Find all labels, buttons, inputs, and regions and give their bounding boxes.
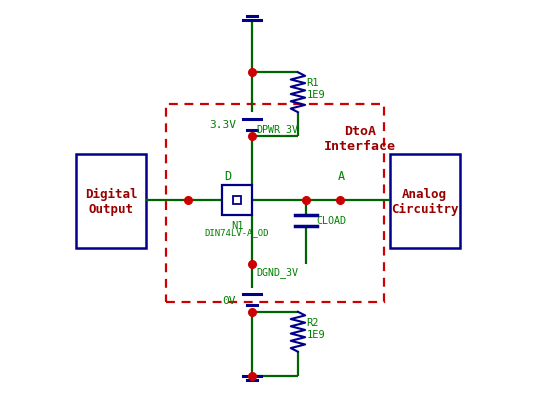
Bar [76, 155, 146, 248]
Bar [390, 155, 460, 248]
Text: Digital
Output: Digital Output [85, 188, 138, 215]
Text: DIN74LV-A_OD: DIN74LV-A_OD [205, 227, 269, 236]
Text: D: D [224, 169, 231, 182]
Text: DGND_3V: DGND_3V [257, 266, 299, 277]
Text: R2
1E9: R2 1E9 [307, 317, 325, 339]
Text: N1: N1 [231, 220, 243, 230]
Text: Analog
Circuitry: Analog Circuitry [391, 188, 458, 215]
Bar [222, 186, 252, 215]
Text: DPWR_3V: DPWR_3V [257, 124, 299, 135]
Text: 3.3V: 3.3V [209, 120, 236, 130]
Text: CLOAD: CLOAD [316, 216, 346, 226]
Bar [166, 105, 384, 302]
Text: DtoA
Interface: DtoA Interface [324, 125, 396, 153]
Text: A: A [338, 169, 345, 182]
Bar [234, 197, 241, 204]
Text: 0V: 0V [222, 295, 236, 305]
Text: R1
1E9: R1 1E9 [307, 78, 325, 100]
